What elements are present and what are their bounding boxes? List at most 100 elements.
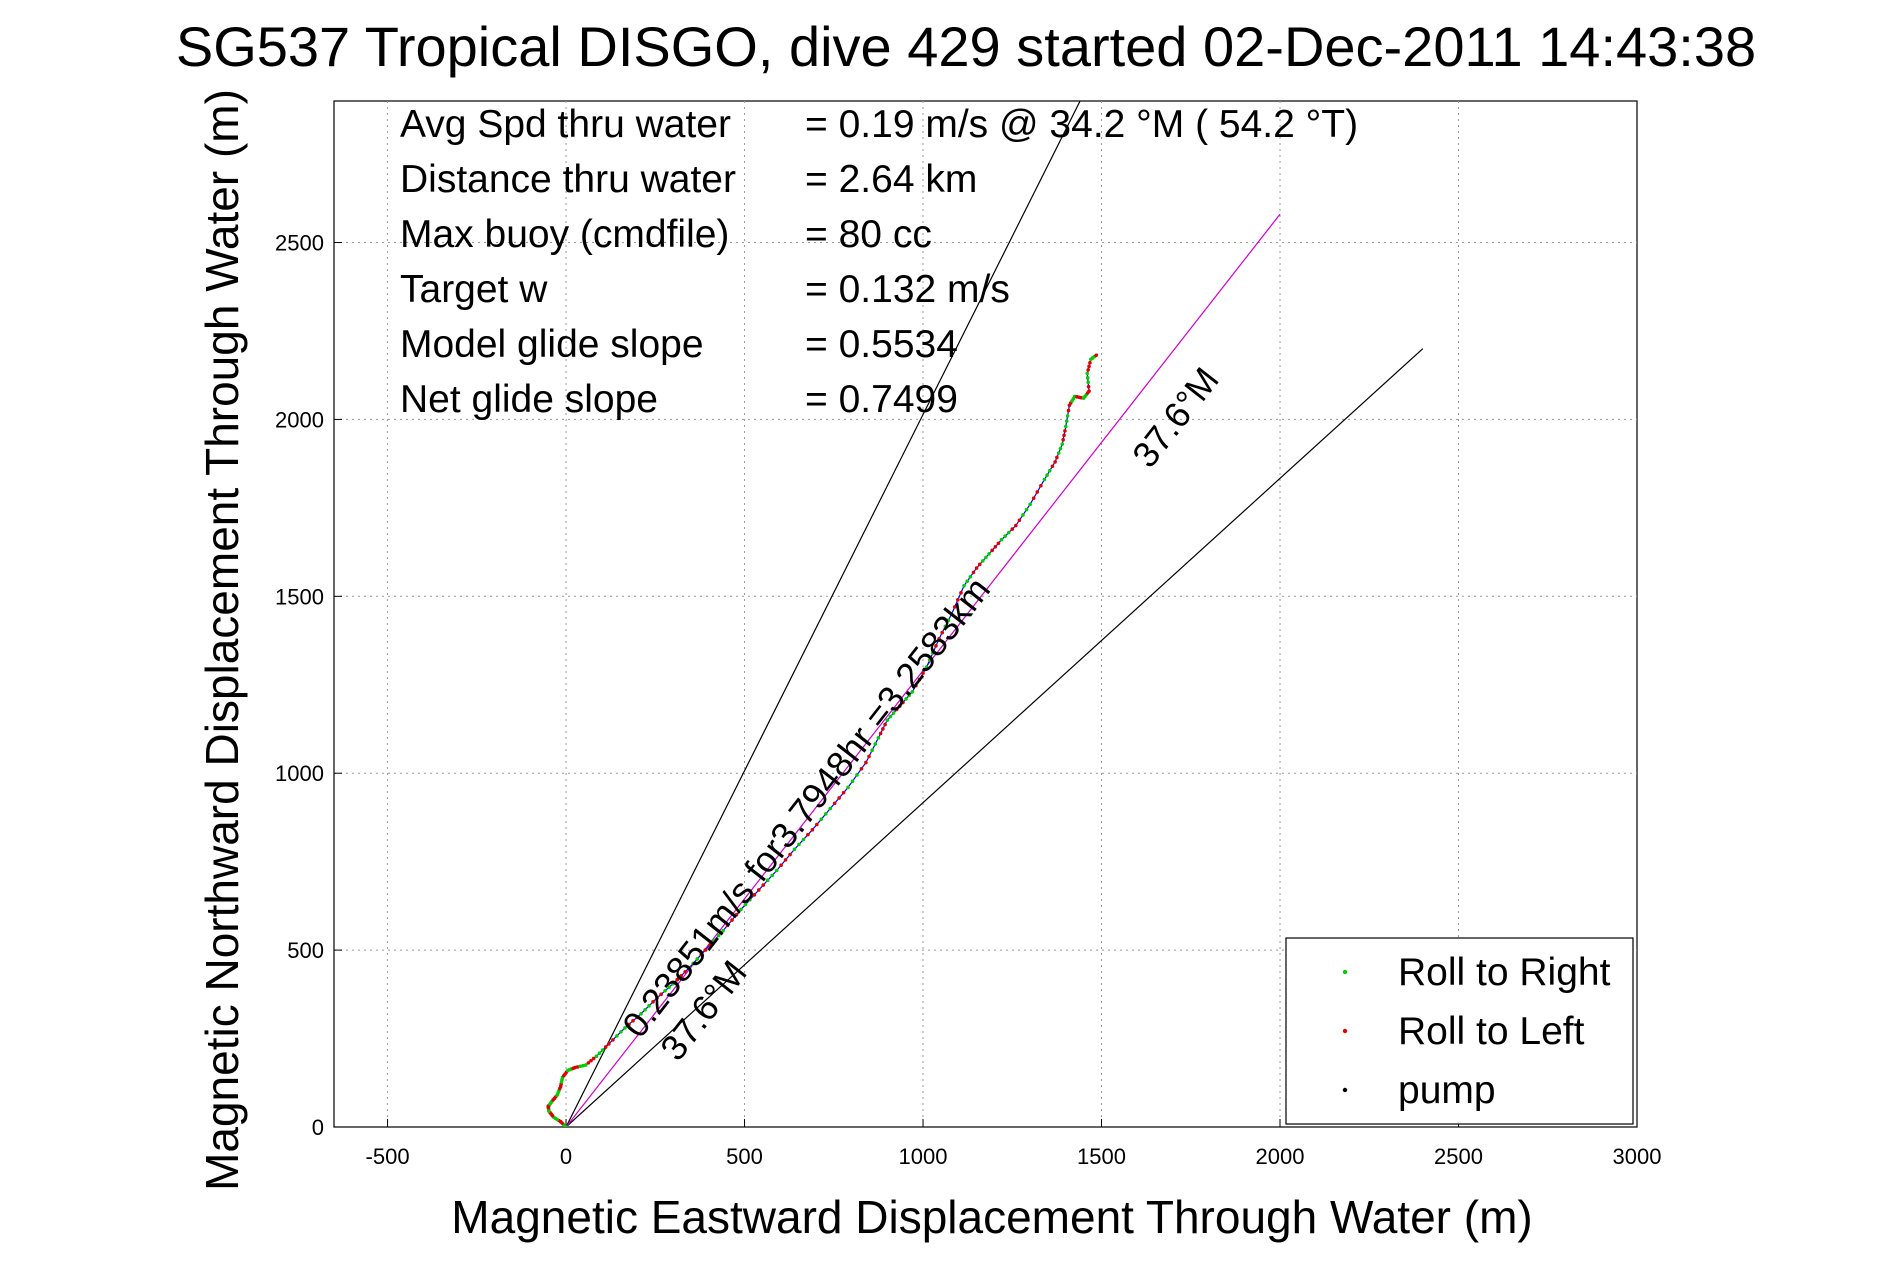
roll-left-marker: [631, 1019, 635, 1023]
roll-left-marker: [1017, 518, 1022, 523]
roll-right-marker: [962, 583, 966, 588]
legend-marker-roll-left: [1342, 1028, 1348, 1034]
roll-left-marker: [730, 918, 734, 922]
roll-right-marker: [765, 878, 770, 883]
roll-right-marker: [1045, 473, 1049, 477]
roll-left-marker: [971, 570, 976, 575]
y-tick-label: 1000: [275, 761, 324, 786]
roll-left-marker: [655, 996, 659, 1000]
roll-left-marker: [1061, 437, 1065, 442]
x-tick-label: 1500: [1077, 1144, 1126, 1169]
roll-left-marker: [806, 832, 810, 837]
roll-left-marker: [683, 969, 687, 974]
roll-left-marker: [883, 722, 887, 727]
roll-right-marker: [819, 817, 824, 821]
roll-left-marker: [699, 952, 704, 957]
roll-left-marker: [898, 704, 902, 708]
info-label: Avg Spd thru water: [400, 103, 731, 146]
roll-left-marker: [734, 912, 739, 917]
roll-right-marker: [1065, 414, 1070, 418]
roll-left-marker: [917, 677, 922, 682]
roll-right-marker: [946, 618, 951, 622]
roll-left-marker: [659, 992, 663, 997]
roll-left-marker: [1055, 455, 1059, 460]
roll-right-marker: [712, 938, 716, 943]
roll-right-marker: [850, 779, 855, 783]
x-tick-label: 2500: [1434, 1144, 1483, 1169]
roll-left-marker: [959, 590, 963, 595]
roll-left-marker: [586, 1061, 591, 1065]
roll-left-marker: [990, 548, 994, 553]
roll-left-marker: [921, 671, 925, 676]
roll-right-marker: [846, 785, 850, 790]
info-value: = 0.132 m/s: [805, 268, 1010, 311]
roll-right-marker: [907, 693, 911, 698]
roll-right-marker: [663, 988, 667, 993]
roll-right-marker: [1003, 534, 1007, 538]
roll-right-marker: [615, 1034, 619, 1038]
roll-left-marker: [867, 754, 871, 759]
roll-left-marker: [788, 852, 792, 857]
grid: [334, 101, 1637, 1127]
roll-right-marker: [623, 1026, 627, 1030]
roll-right-marker: [739, 907, 743, 912]
roll-left-marker: [761, 883, 766, 887]
roll-right-marker: [594, 1054, 599, 1059]
roll-left-marker: [757, 888, 761, 892]
roll-left-marker: [611, 1038, 615, 1042]
roll-left-marker: [1066, 408, 1071, 413]
roll-right-marker: [927, 658, 932, 662]
roll-left-marker: [864, 760, 868, 765]
legend-marker-roll-right: [1342, 969, 1348, 975]
roll-left-marker: [607, 1042, 611, 1046]
roll-left-marker: [1062, 433, 1066, 438]
roll-right-marker: [943, 624, 948, 629]
y-tick-label: 2500: [275, 231, 324, 256]
legend-label: Roll to Left: [1398, 1010, 1585, 1053]
roll-left-marker: [1087, 364, 1091, 369]
roll-left-marker: [1086, 368, 1090, 372]
roll-left-marker: [589, 1058, 593, 1063]
roll-right-marker: [643, 1008, 647, 1012]
roll-right-marker: [1064, 424, 1068, 429]
roll-right-marker: [691, 961, 696, 966]
roll-right-marker: [600, 1048, 605, 1052]
roll-right-marker: [619, 1030, 623, 1034]
roll-right-marker: [1085, 376, 1090, 380]
roll-right-marker: [876, 736, 881, 740]
y-tick-label: 500: [287, 938, 324, 963]
roll-left-marker: [1088, 361, 1092, 365]
reference-line: [565, 348, 1424, 1127]
info-value: = 0.19 m/s @ 34.2 °M ( 54.2 °T): [805, 103, 1358, 146]
roll-left-marker: [901, 700, 905, 705]
roll-right-marker: [1058, 446, 1063, 451]
roll-left-marker: [914, 683, 918, 688]
roll-left-marker: [881, 727, 885, 731]
info-label: Model glide slope: [400, 323, 704, 366]
roll-right-marker: [774, 868, 779, 873]
roll-right-marker: [1047, 468, 1052, 473]
roll-left-marker: [859, 766, 864, 771]
x-tick-label: -500: [366, 1144, 410, 1169]
roll-left-marker: [993, 544, 998, 549]
y-axis-label: Magnetic Northward Displacement Through …: [196, 89, 248, 1191]
x-axis-label: Magnetic Eastward Displacement Through W…: [451, 1191, 1532, 1243]
roll-right-marker: [1060, 442, 1065, 446]
roll-left-marker: [783, 858, 788, 862]
dive-info: Avg Spd thru water = 0.19 m/s @ 34.2 °M …: [400, 103, 1358, 421]
y-tick-label: 2000: [275, 407, 324, 432]
roll-right-marker: [687, 965, 692, 970]
reference-lines: [565, 101, 1424, 1127]
roll-left-marker: [1031, 496, 1036, 500]
roll-right-marker: [999, 537, 1004, 542]
y-tick-label: 0: [312, 1115, 324, 1140]
chart-title: SG537 Tropical DISGO, dive 429 started 0…: [176, 15, 1756, 78]
x-tick-label: 2000: [1256, 1144, 1305, 1169]
roll-right-marker: [695, 957, 700, 961]
roll-left-marker: [832, 801, 837, 806]
roll-right-marker: [1086, 380, 1090, 385]
roll-left-marker: [878, 731, 883, 736]
roll-left-marker: [1039, 483, 1043, 488]
roll-right-marker: [828, 806, 833, 811]
